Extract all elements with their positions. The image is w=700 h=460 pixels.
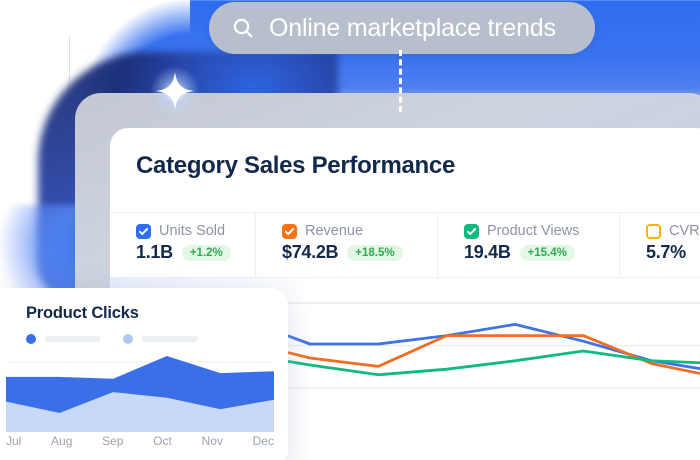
x-axis-tick-label: Jul: [6, 434, 22, 448]
metric-label: CVR: [669, 223, 700, 239]
metric-delta-badge: +18.5%: [347, 244, 403, 261]
metric-label: Units Sold: [159, 223, 226, 239]
metric-value: $74.2B: [282, 242, 339, 262]
x-axis-tick-label: Dec: [252, 434, 274, 448]
search-query-text: Online marketplace trends: [269, 13, 556, 42]
metric-value: 19.4B: [464, 242, 511, 262]
area-band: [6, 356, 274, 413]
checkbox-cvr[interactable]: [646, 223, 661, 239]
x-axis-tick-label: Aug: [51, 434, 73, 448]
metric-delta-badge: +1.2%: [181, 244, 231, 261]
product-clicks-title: Product Clicks: [26, 304, 139, 322]
metric-label: Product Views: [487, 223, 580, 239]
area-band: [6, 392, 274, 432]
legend-dot-primary: [26, 334, 36, 344]
page-title: Category Sales Performance: [136, 152, 456, 179]
search-pill[interactable]: Online marketplace trends: [209, 2, 595, 54]
area-chart-svg: [6, 356, 274, 432]
metric-foot: 19.4B +15.4%: [464, 242, 619, 263]
metric-head: Product Views: [464, 223, 619, 239]
product-clicks-area-chart: [6, 356, 274, 432]
dashed-connector: [399, 50, 402, 112]
area-series: [6, 356, 274, 432]
x-axis-tick-label: Oct: [153, 434, 172, 448]
product-clicks-card: Product Clicks Jul Aug Sep Oct Nov Dec: [0, 288, 288, 460]
metric-foot: 5.7%: [646, 242, 700, 263]
product-clicks-x-axis: Jul Aug Sep Oct Nov Dec: [6, 434, 274, 448]
metric-card-product-views[interactable]: Product Views 19.4B +15.4%: [438, 213, 620, 277]
metric-foot: 1.1B +1.2%: [136, 242, 255, 263]
metric-foot: $74.2B +18.5%: [282, 242, 437, 263]
legend-dot-secondary: [123, 334, 133, 344]
checkbox-revenue[interactable]: [282, 223, 297, 239]
metric-head: Revenue: [282, 223, 437, 239]
metric-value: 1.1B: [136, 242, 173, 262]
x-axis-tick-label: Sep: [102, 434, 124, 448]
metric-head: CVR: [646, 223, 700, 239]
legend-item-secondary[interactable]: [123, 334, 198, 344]
legend-item-primary[interactable]: [26, 334, 101, 344]
sparkle-glow: [150, 66, 200, 116]
checkbox-units-sold[interactable]: [136, 223, 151, 239]
metric-delta-badge: +15.4%: [519, 244, 575, 261]
search-icon: [231, 16, 255, 40]
metric-label: Revenue: [305, 223, 364, 239]
metric-card-units-sold[interactable]: Units Sold 1.1B +1.2%: [110, 213, 256, 277]
metric-value: 5.7%: [646, 242, 686, 262]
checkbox-product-views[interactable]: [464, 223, 479, 239]
legend-placeholder-bar: [45, 336, 101, 342]
metric-head: Units Sold: [136, 223, 255, 239]
metric-card-cvr[interactable]: CVR 5.7%: [620, 213, 700, 277]
legend-placeholder-bar: [142, 336, 198, 342]
metric-card-revenue[interactable]: Revenue $74.2B +18.5%: [256, 213, 438, 277]
x-axis-tick-label: Nov: [201, 434, 223, 448]
product-clicks-legend: [26, 334, 198, 344]
metrics-row: Units Sold 1.1B +1.2% Revenue $74.2B +18…: [110, 212, 700, 278]
